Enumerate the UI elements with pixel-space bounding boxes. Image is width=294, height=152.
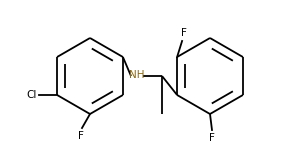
- Text: Cl: Cl: [27, 90, 37, 100]
- Text: F: F: [209, 133, 215, 143]
- Text: F: F: [78, 131, 84, 141]
- Text: NH: NH: [129, 70, 145, 80]
- Text: F: F: [181, 28, 187, 38]
